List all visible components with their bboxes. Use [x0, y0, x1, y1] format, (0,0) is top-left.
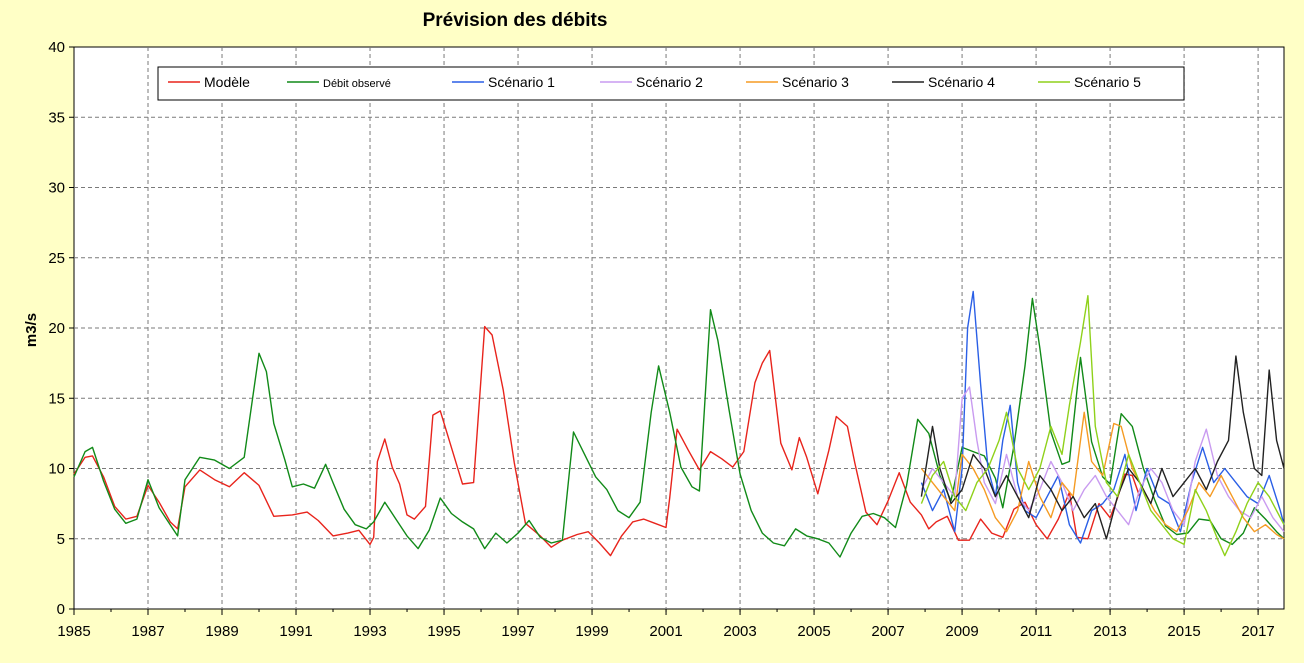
y-axis-label: m3/s — [23, 313, 40, 347]
x-tick-label: 2009 — [945, 623, 978, 640]
series-line-5 — [920, 411, 1285, 540]
y-tick-label: 40 — [48, 39, 65, 56]
y-tick-label: 20 — [48, 320, 65, 337]
y-tick-label: 0 — [57, 601, 65, 618]
series-line-2 — [73, 297, 1285, 558]
series-line-1 — [73, 325, 1141, 557]
y-tick-label: 5 — [57, 531, 65, 548]
x-tick-label: 2013 — [1093, 623, 1126, 640]
legend-label: Débit observé — [323, 78, 391, 90]
x-tick-label: 2005 — [797, 623, 830, 640]
plot-area — [73, 46, 1285, 610]
y-tick-label: 10 — [48, 461, 65, 478]
series-line-6 — [920, 355, 1285, 540]
series-lines — [73, 290, 1285, 558]
legend-label: Modèle — [204, 74, 250, 90]
y-tick-label: 25 — [48, 250, 65, 267]
x-tick-label: 1997 — [501, 623, 534, 640]
legend: Modèle Débit observé Scénario 1 Scénario 2 S… — [157, 66, 1185, 101]
x-tick-label: 1991 — [279, 623, 312, 640]
legend-items: Modèle Débit observé Scénario 1 Scénario 2 S… — [168, 74, 1141, 90]
x-tick-label: 1985 — [57, 623, 90, 640]
series-line-4 — [920, 386, 1285, 533]
y-tick-label: 30 — [48, 180, 65, 197]
legend-label: Scénario 1 — [488, 74, 555, 90]
y-tick-label: 15 — [48, 390, 65, 407]
x-tick-label: 2015 — [1167, 623, 1200, 640]
series-line-3 — [920, 290, 1285, 544]
x-tick-label: 2017 — [1241, 623, 1274, 640]
legend-box — [157, 66, 1185, 101]
x-gridlines — [147, 47, 1259, 609]
x-axis: 1985 1987 1989 1991 1993 1995 1997 1999 2001 2003… — [57, 609, 1275, 640]
x-tick-label: 1999 — [575, 623, 608, 640]
x-tick-label: 1989 — [205, 623, 238, 640]
x-tick-label: 2003 — [723, 623, 756, 640]
y-tick-label: 35 — [48, 109, 65, 126]
legend-label: Scénario 2 — [636, 74, 703, 90]
chart-title: Prévision des débits — [423, 10, 608, 31]
x-tick-label: 2007 — [871, 623, 904, 640]
x-tick-label: 2001 — [649, 623, 682, 640]
legend-label: Scénario 4 — [928, 74, 995, 90]
x-tick-label: 2011 — [1020, 623, 1052, 640]
x-tick-label: 1993 — [353, 623, 386, 640]
x-tick-label: 1995 — [427, 623, 460, 640]
x-tick-label: 1987 — [131, 623, 164, 640]
legend-label: Scénario 5 — [1074, 74, 1141, 90]
legend-label: Scénario 3 — [782, 74, 849, 90]
series-line-7 — [920, 295, 1285, 557]
y-axis: 0 5 10 15 20 25 30 35 40 — [48, 39, 74, 618]
